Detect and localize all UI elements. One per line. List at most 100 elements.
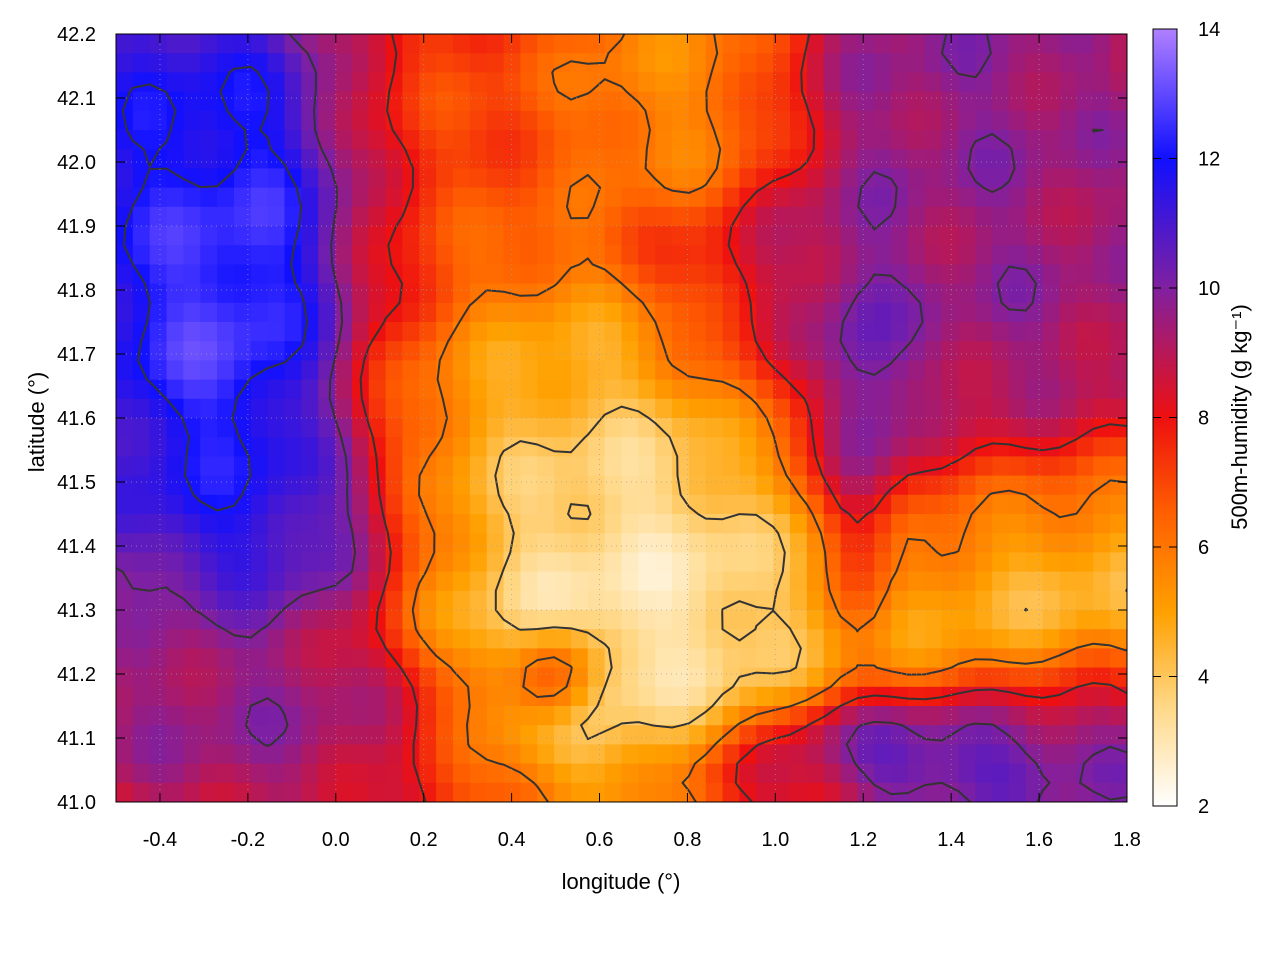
heatmap-cell [1110, 475, 1127, 496]
heatmap-cell [537, 360, 555, 381]
heatmap-cell [1009, 571, 1027, 592]
heatmap-cell [166, 91, 184, 112]
heatmap-cell [200, 706, 218, 726]
heatmap-cell [1059, 341, 1078, 361]
heatmap-cell [907, 629, 926, 649]
heatmap-cell [1042, 782, 1061, 802]
heatmap-cell [806, 110, 825, 131]
heatmap-cell [1009, 494, 1027, 515]
heatmap-cell [722, 187, 741, 208]
heatmap-cell [469, 514, 488, 534]
heatmap-cell [773, 782, 791, 802]
heatmap-cell [503, 206, 521, 227]
heatmap-cell [267, 763, 286, 784]
heatmap-cell [756, 437, 774, 457]
heatmap-cell [520, 226, 538, 246]
heatmap-cell [604, 110, 623, 131]
x-tick-label: 0.2 [410, 829, 438, 851]
heatmap-cell [132, 34, 151, 54]
heatmap-cell [874, 130, 892, 150]
heatmap-cell [604, 360, 623, 381]
heatmap-cell [469, 245, 488, 265]
heatmap-cell [267, 264, 286, 285]
heatmap-cell [840, 494, 858, 515]
heatmap-cell [722, 398, 741, 419]
heatmap-cell [351, 744, 370, 765]
heatmap-cell [688, 264, 707, 285]
heatmap-cell [874, 341, 892, 361]
heatmap-cell [402, 264, 420, 285]
heatmap-cell [1025, 149, 1044, 169]
heatmap-cell [891, 341, 909, 361]
heatmap-cell [823, 34, 842, 54]
heatmap-cell [587, 110, 606, 131]
heatmap-cell [705, 533, 724, 553]
heatmap-cell [672, 475, 690, 496]
heatmap-cell [149, 360, 168, 381]
heatmap-cell [672, 648, 690, 669]
heatmap-cell [1076, 130, 1094, 150]
heatmap-cell [250, 744, 269, 765]
heatmap-cell [1076, 264, 1094, 285]
heatmap-cell [840, 110, 858, 131]
heatmap-cell [857, 456, 875, 477]
heatmap-cell [655, 360, 673, 381]
heatmap-cell [453, 514, 471, 534]
heatmap-cell [250, 283, 269, 304]
heatmap-cell [1009, 590, 1027, 611]
heatmap-cell [419, 610, 437, 630]
heatmap-cell [436, 226, 454, 246]
heatmap-cell [166, 437, 184, 457]
heatmap-cell [453, 725, 471, 745]
heatmap-cell [132, 168, 151, 189]
heatmap-cell [857, 629, 875, 649]
heatmap-cell [705, 648, 724, 669]
heatmap-cell [503, 571, 521, 592]
heatmap-cell [638, 72, 656, 93]
heatmap-cell [722, 437, 741, 457]
heatmap-cell [907, 648, 926, 669]
heatmap-cell [385, 706, 404, 726]
heatmap-cell [570, 130, 589, 150]
heatmap-cell [503, 149, 521, 169]
heatmap-cell [1042, 706, 1061, 726]
heatmap-cell [638, 648, 656, 669]
heatmap-cell [132, 110, 151, 131]
heatmap-cell [183, 398, 201, 419]
heatmap-cell [992, 763, 1010, 784]
heatmap-cell [705, 725, 724, 745]
heatmap-cell [335, 187, 353, 208]
heatmap-cell [132, 782, 151, 802]
heatmap-cell [1042, 667, 1061, 688]
heatmap-cell [284, 571, 302, 592]
heatmap-cell [570, 302, 589, 323]
heatmap-cell [166, 302, 184, 323]
heatmap-cell [705, 763, 724, 784]
heatmap-cell [773, 72, 791, 93]
heatmap-cell [351, 360, 370, 381]
heatmap-cell [1025, 130, 1044, 150]
heatmap-cell [739, 418, 757, 438]
heatmap-cell [570, 437, 589, 457]
heatmap-cell [773, 706, 791, 726]
heatmap-cell [891, 302, 909, 323]
heatmap-cell [638, 667, 656, 688]
heatmap-cell [503, 418, 521, 438]
heatmap-cell [638, 744, 656, 765]
heatmap-cell [891, 245, 909, 265]
heatmap-cell [301, 686, 319, 707]
x-tick-label: -0.4 [143, 829, 177, 851]
heatmap-cell [537, 610, 555, 630]
heatmap-cell [941, 629, 960, 649]
heatmap-cell [672, 782, 690, 802]
heatmap-cell [200, 53, 218, 73]
heatmap-cell [790, 302, 808, 323]
heatmap-cell [722, 571, 741, 592]
heatmap-cell [655, 725, 673, 745]
heatmap-cell [621, 226, 639, 246]
heatmap-cell [1110, 590, 1127, 611]
heatmap-cell [335, 226, 353, 246]
heatmap-cell [1110, 552, 1127, 573]
heatmap-cell [604, 437, 623, 457]
heatmap-cell [503, 53, 521, 73]
